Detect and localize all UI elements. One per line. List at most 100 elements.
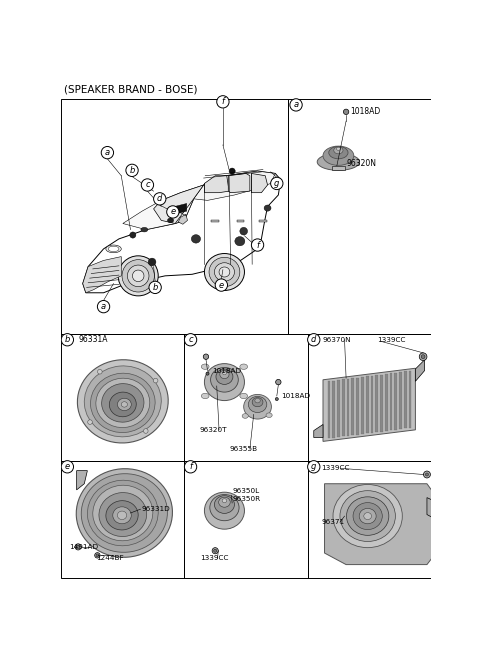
Text: 96320T: 96320T xyxy=(200,427,228,433)
Polygon shape xyxy=(174,203,187,215)
Circle shape xyxy=(215,279,228,291)
Circle shape xyxy=(240,228,248,235)
Ellipse shape xyxy=(353,502,382,529)
Ellipse shape xyxy=(248,396,267,413)
Polygon shape xyxy=(228,173,250,193)
Polygon shape xyxy=(193,171,275,200)
Circle shape xyxy=(184,334,197,346)
Circle shape xyxy=(308,334,320,346)
Circle shape xyxy=(419,353,427,361)
Circle shape xyxy=(184,461,197,473)
Bar xyxy=(342,379,345,436)
Ellipse shape xyxy=(333,485,402,548)
Bar xyxy=(259,220,267,222)
Text: b: b xyxy=(153,283,158,292)
Bar xyxy=(332,380,335,438)
Text: 96350L: 96350L xyxy=(232,489,259,495)
Polygon shape xyxy=(415,359,425,381)
Circle shape xyxy=(343,109,349,115)
Polygon shape xyxy=(324,483,437,565)
Ellipse shape xyxy=(99,493,147,537)
Bar xyxy=(395,373,397,430)
Polygon shape xyxy=(77,470,87,490)
Ellipse shape xyxy=(211,367,238,392)
Ellipse shape xyxy=(240,364,248,369)
Ellipse shape xyxy=(84,366,161,437)
Text: 96320N: 96320N xyxy=(346,159,376,168)
Bar xyxy=(356,378,359,435)
Text: a: a xyxy=(293,100,299,110)
Text: 1018AD: 1018AD xyxy=(350,108,380,116)
Bar xyxy=(404,371,407,428)
Ellipse shape xyxy=(242,414,248,419)
Text: 1244BF: 1244BF xyxy=(96,555,123,561)
Circle shape xyxy=(217,96,229,108)
Ellipse shape xyxy=(220,370,229,379)
Circle shape xyxy=(275,398,278,401)
Ellipse shape xyxy=(127,265,149,287)
Text: 96350R: 96350R xyxy=(232,496,260,502)
Text: 96371: 96371 xyxy=(322,520,345,525)
Circle shape xyxy=(425,473,429,476)
Circle shape xyxy=(141,179,154,191)
Circle shape xyxy=(423,471,431,478)
Text: g: g xyxy=(274,179,279,188)
Ellipse shape xyxy=(90,373,155,432)
Circle shape xyxy=(148,258,156,266)
Text: e: e xyxy=(65,462,70,471)
Circle shape xyxy=(101,146,114,159)
Ellipse shape xyxy=(118,256,158,296)
Ellipse shape xyxy=(96,379,150,428)
Ellipse shape xyxy=(364,512,372,520)
Circle shape xyxy=(229,168,235,174)
Circle shape xyxy=(271,177,283,190)
Text: g: g xyxy=(311,462,316,471)
Text: e: e xyxy=(170,207,175,216)
Circle shape xyxy=(96,554,99,557)
Text: c: c xyxy=(145,180,150,190)
Ellipse shape xyxy=(204,363,244,401)
Text: f: f xyxy=(256,241,259,249)
Circle shape xyxy=(130,232,136,238)
Circle shape xyxy=(252,239,264,251)
Ellipse shape xyxy=(264,205,271,211)
Polygon shape xyxy=(323,368,415,441)
Circle shape xyxy=(149,281,161,293)
Polygon shape xyxy=(154,185,204,224)
Ellipse shape xyxy=(336,147,340,150)
Ellipse shape xyxy=(121,401,127,407)
Bar xyxy=(308,461,431,578)
Circle shape xyxy=(61,334,73,346)
Bar xyxy=(61,461,184,578)
Ellipse shape xyxy=(122,260,155,292)
Bar xyxy=(184,461,308,578)
Ellipse shape xyxy=(102,384,144,422)
Ellipse shape xyxy=(201,393,209,399)
Text: a: a xyxy=(101,302,106,311)
Circle shape xyxy=(206,372,209,375)
Polygon shape xyxy=(427,498,439,521)
Circle shape xyxy=(61,461,73,473)
Bar xyxy=(385,374,388,431)
Circle shape xyxy=(308,461,320,473)
Text: f: f xyxy=(189,462,192,471)
Text: 1018AD: 1018AD xyxy=(281,393,310,399)
Bar xyxy=(366,377,369,434)
Ellipse shape xyxy=(76,468,172,558)
Bar xyxy=(409,371,411,428)
Ellipse shape xyxy=(215,496,234,514)
Polygon shape xyxy=(178,215,188,224)
Text: b: b xyxy=(129,166,135,175)
Text: a: a xyxy=(105,148,110,157)
Bar xyxy=(288,99,431,334)
Text: 1339CC: 1339CC xyxy=(322,465,350,472)
Bar xyxy=(347,379,349,436)
Ellipse shape xyxy=(109,392,136,417)
Bar xyxy=(184,334,308,461)
Circle shape xyxy=(214,549,217,552)
Bar xyxy=(380,375,383,432)
Ellipse shape xyxy=(204,253,244,291)
Ellipse shape xyxy=(223,371,227,375)
Circle shape xyxy=(126,164,138,176)
Polygon shape xyxy=(314,424,323,438)
